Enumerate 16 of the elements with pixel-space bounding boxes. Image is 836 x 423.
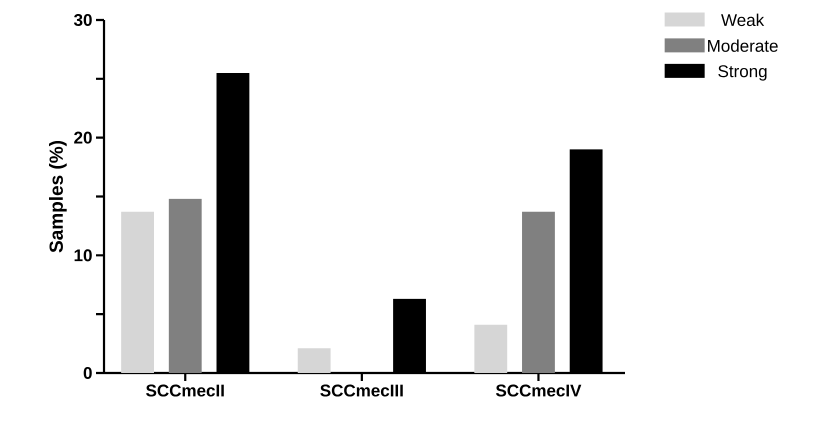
bar [522, 212, 555, 373]
y-tick-label: 10 [74, 249, 92, 262]
x-tick-label: SCCmecII [146, 384, 224, 397]
legend-label: Strong [718, 65, 767, 81]
y-tick-label: 30 [74, 14, 92, 26]
bar [168, 198, 202, 373]
legend-label: Weak [721, 14, 764, 26]
x-tick-label: SCCmecIV [496, 384, 582, 397]
y-tick-label: 20 [74, 132, 92, 144]
bar [298, 348, 331, 373]
x-tick-label: SCCmecIII [320, 384, 403, 397]
bar [474, 324, 508, 373]
legend-label: Moderate [708, 39, 778, 52]
y-axis-title: Samples (%) [48, 140, 67, 252]
y-tick-label: 0 [84, 366, 92, 380]
bar [121, 212, 154, 373]
